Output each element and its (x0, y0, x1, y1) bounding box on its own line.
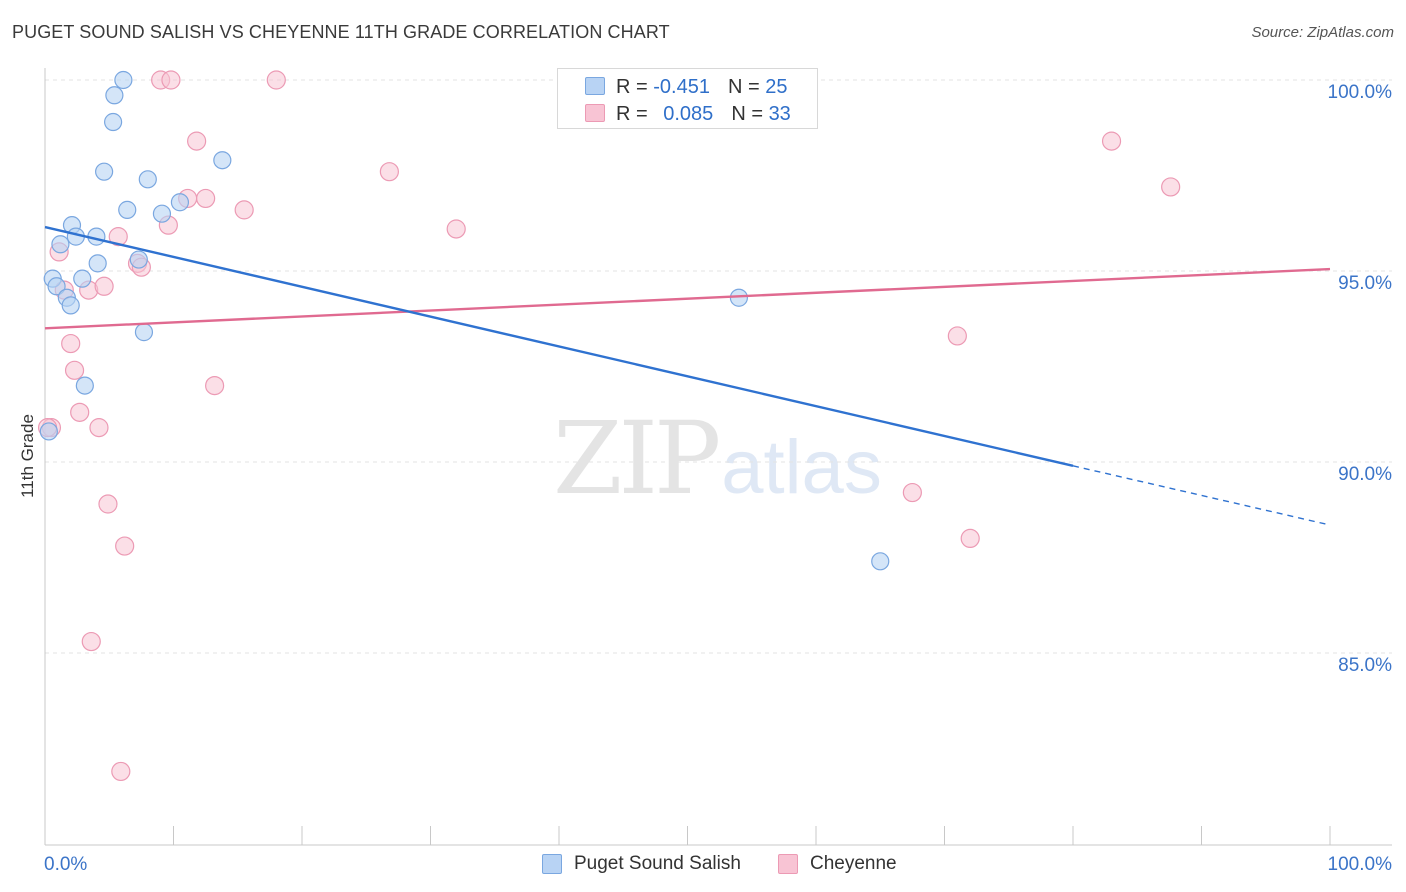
legend-n-value-cheyenne: 33 (768, 102, 791, 125)
legend-n-label: N = (727, 75, 766, 98)
data-point-puget (88, 254, 107, 273)
trend-line-cheyenne (44, 267, 1331, 330)
data-point-puget (47, 277, 66, 296)
y-tick-label: 85.0% (1338, 655, 1392, 676)
trend-line-puget-extrapolated (1072, 465, 1331, 526)
bottom-legend-swatch-pink (778, 854, 798, 874)
bottom-legend-cheyenne: Cheyenne (778, 852, 897, 876)
data-point-cheyenne (187, 131, 207, 151)
legend-row-cheyenne: R = 0.085 N = 33 (616, 102, 791, 126)
data-point-puget (73, 269, 92, 288)
data-point-cheyenne (61, 333, 81, 354)
data-point-cheyenne (947, 326, 967, 346)
data-point-cheyenne (98, 494, 118, 514)
legend-swatch-pink (585, 104, 605, 122)
data-point-cheyenne (64, 360, 85, 380)
legend-n-label: N = (731, 102, 769, 125)
data-point-puget (170, 193, 190, 212)
data-point-cheyenne (446, 219, 466, 239)
data-point-cheyenne (205, 376, 225, 396)
trend-line-puget (44, 225, 1074, 467)
data-point-puget (129, 250, 148, 269)
x-tick-label: 100.0% (1328, 854, 1393, 875)
x-tick-label: 0.0% (44, 854, 87, 875)
data-point-puget (213, 151, 232, 170)
legend-r-value-cheyenne: 0.085 (663, 102, 714, 125)
data-point-cheyenne (196, 188, 216, 209)
legend-r-label: R = (616, 75, 654, 98)
data-point-puget (114, 70, 133, 90)
data-point-cheyenne (89, 418, 109, 438)
data-point-cheyenne (902, 482, 922, 503)
y-tick-label: 90.0% (1338, 464, 1392, 485)
data-point-puget (871, 552, 890, 571)
legend-row-puget: R = -0.451 N = 25 (616, 75, 787, 99)
data-point-puget (134, 323, 154, 342)
data-point-cheyenne (266, 70, 286, 90)
data-point-puget (104, 112, 123, 132)
bottom-legend-label-cheyenne: Cheyenne (810, 853, 897, 874)
y-tick-label: 95.0% (1338, 273, 1392, 294)
data-point-cheyenne (1161, 177, 1181, 197)
data-point-puget (118, 200, 137, 219)
stats-legend: R = -0.451 N = 25 R = 0.085 N = 33 (557, 68, 818, 129)
data-point-puget (39, 422, 58, 441)
data-point-puget (152, 204, 172, 223)
data-point-cheyenne (379, 162, 399, 182)
data-point-cheyenne (81, 631, 101, 652)
legend-swatch-blue (585, 77, 605, 95)
bottom-legend-swatch-blue (542, 854, 562, 874)
data-point-cheyenne (70, 402, 90, 422)
bottom-legend-puget: Puget Sound Salish (542, 852, 741, 876)
y-tick-label: 100.0% (1328, 82, 1393, 103)
legend-n-value-puget: 25 (765, 75, 788, 98)
data-point-puget (95, 162, 114, 181)
data-point-puget (105, 86, 124, 105)
data-point-cheyenne (960, 528, 980, 549)
bottom-legend-label-puget: Puget Sound Salish (574, 853, 741, 874)
source-credit: Source: ZipAtlas.com (1251, 24, 1394, 41)
data-point-puget (138, 170, 157, 189)
data-point-cheyenne (161, 70, 181, 90)
legend-r-value-puget: -0.451 (653, 75, 710, 98)
data-point-puget (61, 296, 80, 315)
data-point-puget (51, 235, 70, 254)
data-point-cheyenne (1101, 131, 1122, 151)
data-point-cheyenne (115, 536, 135, 556)
legend-r-label: R = (616, 102, 654, 125)
data-point-cheyenne (94, 276, 114, 296)
data-point-cheyenne (108, 227, 128, 247)
chart-title: PUGET SOUND SALISH VS CHEYENNE 11TH GRAD… (12, 22, 670, 42)
data-point-puget (75, 376, 94, 395)
data-point-cheyenne (234, 200, 254, 220)
data-point-cheyenne (111, 761, 131, 782)
